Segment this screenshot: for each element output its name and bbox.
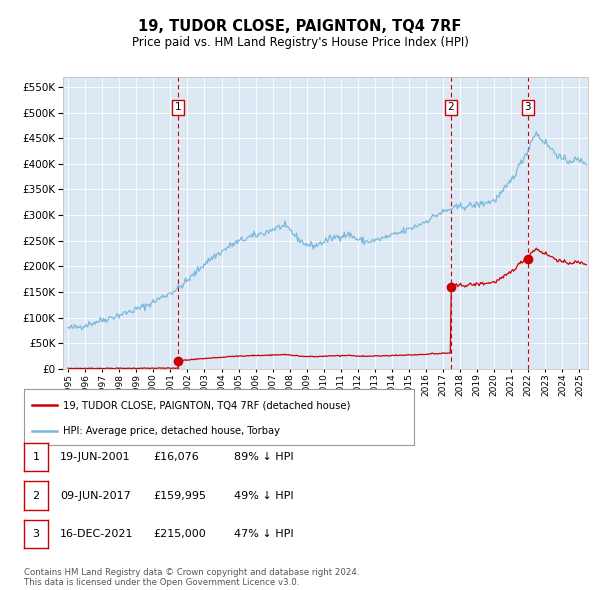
Text: £159,995: £159,995: [153, 491, 206, 500]
Text: 19-JUN-2001: 19-JUN-2001: [60, 453, 131, 462]
Text: 16-DEC-2021: 16-DEC-2021: [60, 529, 133, 539]
Text: 2: 2: [448, 103, 454, 112]
Text: 19, TUDOR CLOSE, PAIGNTON, TQ4 7RF: 19, TUDOR CLOSE, PAIGNTON, TQ4 7RF: [139, 19, 461, 34]
Text: 49% ↓ HPI: 49% ↓ HPI: [234, 491, 293, 500]
Text: 3: 3: [32, 529, 40, 539]
Text: £215,000: £215,000: [153, 529, 206, 539]
Text: HPI: Average price, detached house, Torbay: HPI: Average price, detached house, Torb…: [63, 427, 280, 437]
Text: 2: 2: [32, 491, 40, 500]
Text: 1: 1: [32, 453, 40, 462]
Text: 47% ↓ HPI: 47% ↓ HPI: [234, 529, 293, 539]
Text: 19, TUDOR CLOSE, PAIGNTON, TQ4 7RF (detached house): 19, TUDOR CLOSE, PAIGNTON, TQ4 7RF (deta…: [63, 400, 350, 410]
Text: £16,076: £16,076: [153, 453, 199, 462]
Text: 1: 1: [175, 103, 182, 112]
Text: Price paid vs. HM Land Registry's House Price Index (HPI): Price paid vs. HM Land Registry's House …: [131, 36, 469, 49]
Text: 89% ↓ HPI: 89% ↓ HPI: [234, 453, 293, 462]
Text: Contains HM Land Registry data © Crown copyright and database right 2024.
This d: Contains HM Land Registry data © Crown c…: [24, 568, 359, 587]
Text: 09-JUN-2017: 09-JUN-2017: [60, 491, 131, 500]
Text: 3: 3: [524, 103, 531, 112]
